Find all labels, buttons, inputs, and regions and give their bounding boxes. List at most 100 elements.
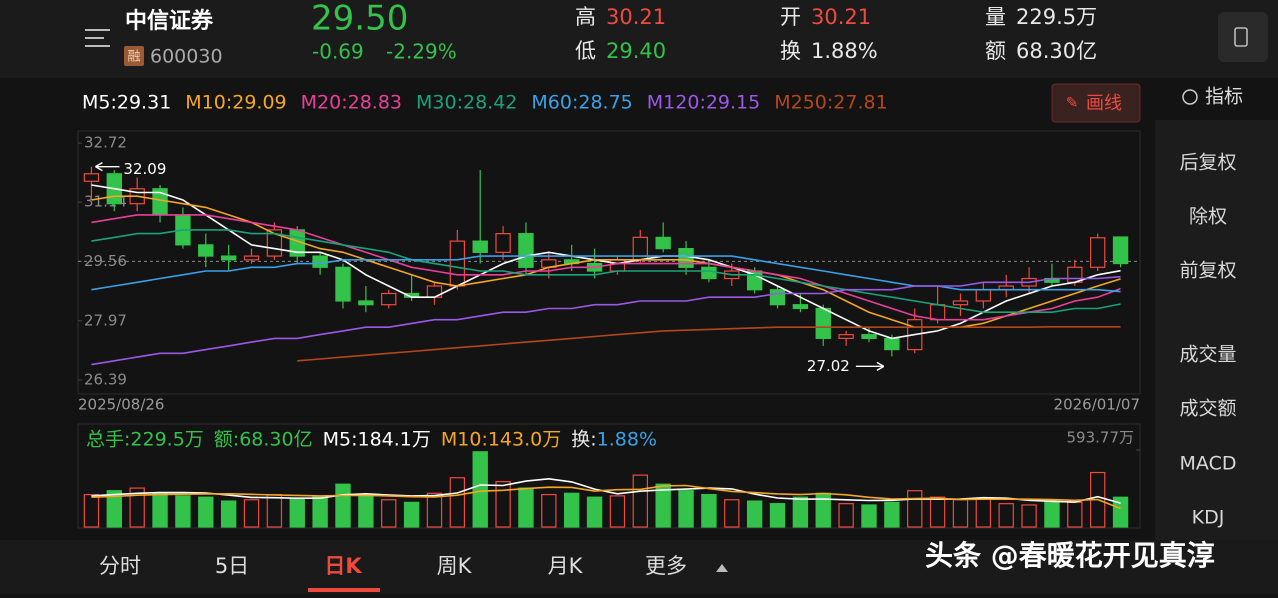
volume-bar <box>746 500 763 528</box>
volume-bar <box>129 487 145 528</box>
volume-bar <box>266 493 283 528</box>
sidebar-item[interactable]: MACD <box>1180 453 1237 475</box>
volume-bar <box>564 492 580 528</box>
volume-bar <box>838 503 854 528</box>
volume-bar <box>998 503 1014 528</box>
legend-entry: M250:27.81 <box>774 92 887 114</box>
sidebar-item[interactable]: 成交额 <box>1179 398 1236 420</box>
volume-bar <box>198 496 214 528</box>
volume-bar <box>701 493 717 528</box>
ma-line <box>91 275 1121 366</box>
volume-bar <box>106 490 122 528</box>
date-start: 2025/08/26 <box>78 396 164 414</box>
volume-bar <box>632 474 648 528</box>
volume-bar <box>1021 504 1037 528</box>
price-change: -0.69 <box>312 40 364 64</box>
menu-icon[interactable] <box>85 29 110 47</box>
last-price: 29.50 <box>311 0 408 39</box>
volume-bar <box>403 501 420 528</box>
volume-legend: M5:184.1万 <box>323 429 431 451</box>
candle-body <box>220 255 237 261</box>
volume-bar <box>792 496 809 528</box>
draw-button-label: 画线 <box>1086 93 1122 114</box>
volume-bar <box>472 451 488 528</box>
volume-bar <box>769 503 786 528</box>
volume-legend: 总手:229.5万 <box>86 429 204 451</box>
tab[interactable]: 月K <box>548 554 584 578</box>
candle-body <box>792 304 809 310</box>
sidebar-item[interactable]: 除权 <box>1189 206 1227 228</box>
tab[interactable]: 5日 <box>215 554 249 578</box>
tab[interactable]: 更多 <box>645 554 687 578</box>
sidebar-item[interactable]: KDJ <box>1192 507 1225 529</box>
watermark: 头条 @春暖花开见真淳 <box>925 539 1215 572</box>
volume-bar <box>83 493 100 528</box>
candle-body <box>449 240 466 287</box>
candle-body <box>358 300 374 306</box>
tab[interactable]: 日K <box>324 554 362 578</box>
sidebar-item[interactable]: 前复权 <box>1179 260 1236 282</box>
price-panel <box>77 130 1141 395</box>
sidebar-item[interactable]: 后复权 <box>1179 152 1236 174</box>
ma-line <box>91 255 1121 293</box>
device-button[interactable] <box>1218 12 1268 62</box>
candle-body <box>929 304 946 321</box>
stat-label: 额 <box>985 39 1006 63</box>
ma-line <box>91 229 1121 313</box>
tab-underline <box>308 588 380 592</box>
stat-label: 高 <box>575 5 596 29</box>
volume-bar <box>1067 501 1083 528</box>
volume-bar <box>1044 501 1060 528</box>
candle-body <box>198 244 214 257</box>
volume-bar <box>609 495 626 528</box>
candle-body <box>381 292 397 306</box>
volume-bar <box>312 496 328 528</box>
low-label: 27.02 <box>807 357 850 375</box>
volume-bar <box>449 477 466 528</box>
stock-code: 600030 <box>150 46 223 68</box>
volume-bar <box>381 499 397 528</box>
high-arrowhead <box>95 162 103 172</box>
legend-entry: M120:29.15 <box>647 92 760 114</box>
volume-panel <box>77 423 1141 529</box>
y-tick-label: 29.56 <box>84 252 127 270</box>
y-tick-label: 26.39 <box>84 370 127 388</box>
stat-value: 68.30亿 <box>1016 39 1097 63</box>
candle-body <box>83 173 100 182</box>
candle-body <box>1090 237 1106 268</box>
sidebar-item[interactable]: 成交量 <box>1179 344 1236 366</box>
stat-value: 30.21 <box>811 5 871 29</box>
sidebar-bg <box>1155 120 1278 540</box>
draw-button[interactable] <box>1051 83 1141 123</box>
pen-icon: ✎ <box>1066 94 1079 112</box>
volume-bar <box>586 496 603 528</box>
candle-body <box>243 255 260 261</box>
y-tick-label: 593.77万 <box>1067 429 1135 447</box>
volume-bar <box>152 492 168 528</box>
y-tick-label: 27.97 <box>84 311 127 329</box>
stat-value: 1.88% <box>811 39 878 63</box>
stat-label: 换 <box>780 39 801 63</box>
candle-body <box>769 289 786 306</box>
candle-body <box>975 289 992 302</box>
stat-label: 量 <box>985 5 1006 29</box>
volume-bar <box>861 504 877 528</box>
candle-body <box>815 307 831 339</box>
tab[interactable]: 分时 <box>99 554 141 578</box>
candle-body <box>884 337 900 351</box>
volume-bar <box>541 493 557 528</box>
volume-bar <box>929 496 946 528</box>
volume-bar <box>335 483 351 528</box>
indicator-label[interactable]: 指标 <box>1205 86 1243 108</box>
tab[interactable]: 周K <box>437 554 473 578</box>
volume-bar <box>884 501 900 528</box>
low-arrowhead <box>876 361 885 371</box>
volume-bar <box>289 497 305 528</box>
header-bg <box>0 0 1278 78</box>
stat-label: 低 <box>575 39 596 63</box>
volume-legend: 1.88% <box>597 429 657 451</box>
device-icon <box>1234 27 1248 47</box>
legend-entry: M10:29.09 <box>185 92 286 114</box>
y-tick-label: 32.72 <box>84 134 127 152</box>
